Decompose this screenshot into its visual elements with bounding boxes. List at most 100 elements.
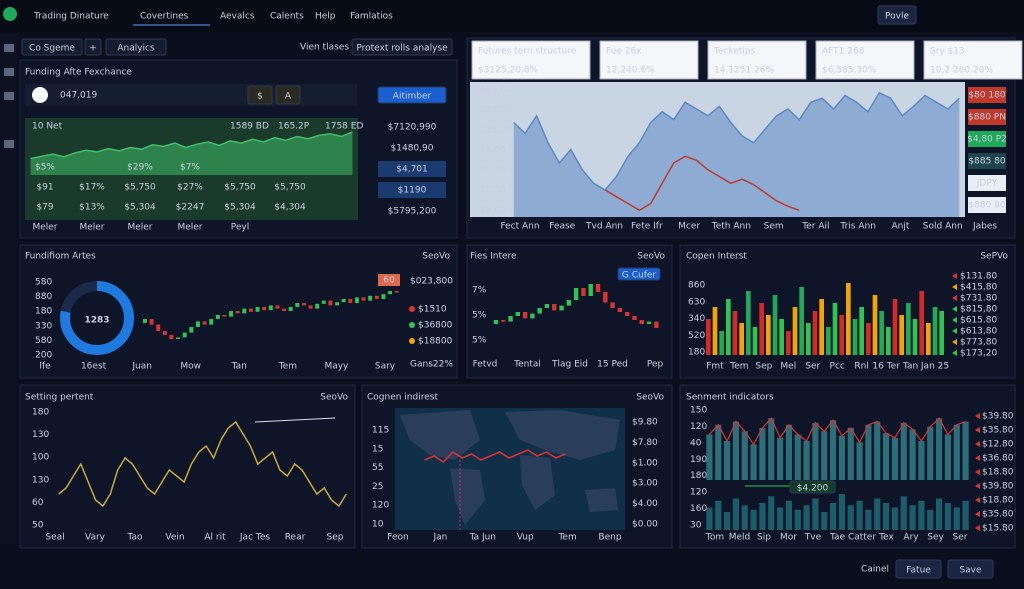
menu-item[interactable]: Famlatios (350, 12, 393, 22)
bar (874, 421, 881, 480)
button[interactable] (377, 86, 447, 104)
candle (189, 327, 194, 333)
value-box (378, 161, 446, 177)
legend-arrow (975, 427, 980, 433)
candle (308, 305, 313, 309)
button[interactable] (895, 559, 942, 579)
button-label[interactable]: Co Sgeme (29, 44, 75, 54)
bar (819, 299, 824, 355)
button[interactable] (789, 480, 836, 494)
menu-item[interactable]: Calents (270, 12, 304, 22)
label: $0.00 (632, 520, 658, 530)
line (708, 417, 966, 446)
menu-item[interactable]: Aevalcs (220, 12, 255, 22)
button[interactable] (21, 38, 83, 56)
label: 30 (690, 521, 702, 531)
bar (785, 424, 793, 480)
bar (912, 319, 918, 355)
label: Fease (549, 222, 575, 232)
candle (162, 331, 167, 335)
label: Pcc (830, 362, 845, 372)
label: Copen Interst (686, 252, 747, 262)
label: 520 (688, 331, 705, 341)
button[interactable] (877, 5, 917, 25)
label: $6,585.30% (822, 66, 877, 76)
candle (315, 303, 320, 309)
bar (932, 307, 938, 355)
bar (939, 311, 944, 355)
card (707, 40, 807, 80)
button[interactable] (84, 38, 102, 56)
button-label[interactable]: Fatue (906, 566, 931, 576)
menu-item[interactable]: Covertines (140, 12, 189, 22)
button-label[interactable]: Save (959, 566, 982, 576)
line (30, 131, 353, 160)
label: 340 (688, 314, 705, 324)
button-label[interactable]: Aitimber (393, 92, 432, 102)
bar (919, 291, 924, 355)
label: 5% (472, 336, 487, 346)
bar (715, 500, 722, 530)
candle (288, 307, 293, 311)
label: $613,80 (960, 327, 997, 337)
label: 14,1251.26% (714, 66, 775, 76)
label: Fies Intere (470, 252, 517, 262)
legend-arrow (975, 497, 980, 503)
candle (182, 332, 187, 338)
bar (786, 331, 791, 355)
label: $5% (35, 163, 55, 173)
label: 630 (688, 297, 705, 307)
button[interactable] (275, 85, 301, 105)
label: Meler (177, 223, 202, 233)
label: Al rit (204, 533, 226, 543)
bar (906, 303, 911, 355)
button-label[interactable]: Analyics (117, 44, 155, 54)
label: $15.80 (982, 524, 1014, 534)
candle (493, 320, 499, 324)
button[interactable] (351, 38, 453, 56)
bar (821, 431, 828, 480)
candle (537, 308, 542, 314)
bar (953, 507, 960, 530)
label: $5795,200 (388, 207, 437, 217)
bar (918, 500, 925, 530)
legend-arrow (952, 328, 957, 334)
label: 185.50 (480, 106, 512, 116)
candle (262, 307, 267, 311)
bar (706, 507, 713, 530)
button-label[interactable]: Povle (885, 12, 909, 22)
label: Tae (829, 533, 846, 543)
label: $18.80 (982, 496, 1014, 506)
button[interactable] (617, 267, 661, 281)
button-label[interactable]: $ (257, 92, 263, 102)
button-label[interactable]: A (285, 92, 292, 102)
label: Futures tern structure (478, 47, 577, 57)
button-label[interactable]: + (89, 44, 97, 54)
label: 60 (32, 498, 44, 508)
candle (501, 320, 506, 322)
button-label[interactable]: Protext rolls analyse (356, 44, 448, 54)
button[interactable] (247, 85, 273, 105)
label: 180 (35, 307, 52, 317)
menu-item[interactable]: Help (315, 12, 336, 22)
bar (752, 327, 758, 355)
label: $4,80 P2 (967, 135, 1007, 145)
bar (909, 505, 916, 530)
button-label[interactable]: $4.200 (797, 484, 829, 494)
button[interactable] (105, 38, 167, 56)
candle (374, 295, 379, 299)
label: 120 (372, 501, 389, 511)
label: 330 (35, 321, 52, 331)
bar (935, 418, 943, 480)
bar (832, 303, 838, 355)
button-label[interactable]: G Cufer (622, 271, 657, 281)
label: Anjt (892, 222, 910, 232)
bar (944, 434, 952, 480)
label: 15 Ped (597, 360, 628, 370)
button[interactable] (947, 559, 994, 579)
line (58, 420, 347, 508)
side-box (968, 153, 1006, 169)
label: 15 (372, 444, 383, 454)
label: Vup (517, 533, 534, 543)
label: 12,240.6% (606, 66, 655, 76)
